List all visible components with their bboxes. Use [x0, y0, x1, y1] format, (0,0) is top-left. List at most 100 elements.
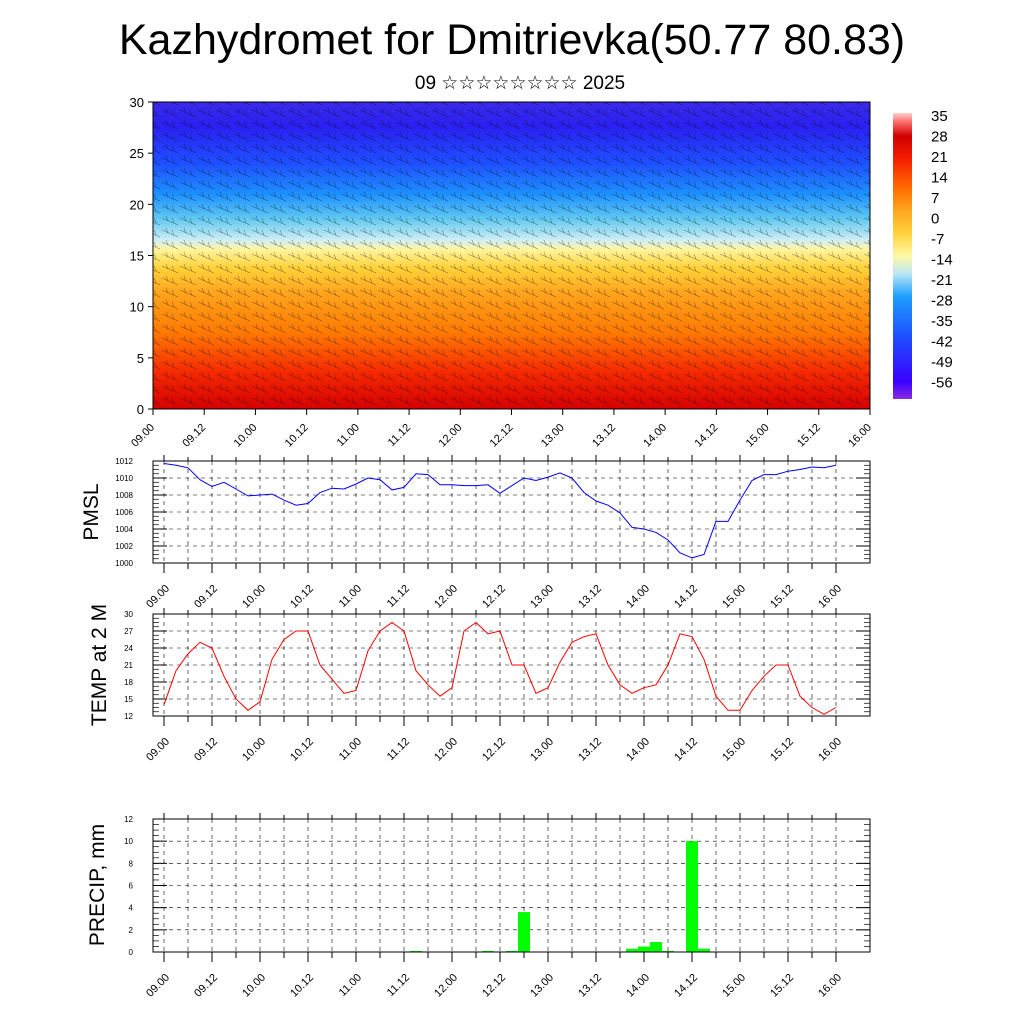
colorbar-label: 7: [931, 190, 939, 207]
y-tick-label: 15: [130, 249, 144, 264]
cross-section-y-axis: 0 5 10 15 20 25 30: [130, 95, 153, 417]
y-tick-label: 5: [137, 351, 144, 366]
precip-bar: [662, 950, 674, 952]
y-tick-label: 4: [129, 904, 134, 913]
precip-y-axis-label: PRECIP, mm: [86, 824, 109, 946]
x-tick-label: 12.00: [436, 422, 464, 450]
x-tick-label: 11.00: [335, 422, 362, 449]
x-tick-label: 12.00: [432, 972, 460, 1000]
x-tick-label: 11.00: [337, 583, 364, 610]
x-tick-label: 16.00: [846, 422, 874, 450]
x-tick-label: 14.00: [624, 736, 652, 764]
x-tick-label: 10.00: [240, 736, 268, 764]
x-tick-label: 11.12: [385, 583, 412, 610]
colorbar-ramp: [893, 113, 912, 399]
y-tick-label: 30: [130, 95, 144, 110]
colorbar-label: -21: [931, 272, 953, 289]
chart-title: Kazhydromet for Dmitrievka(50.77 80.83): [118, 16, 906, 64]
x-tick-label: 15.12: [768, 583, 796, 611]
colorbar-label: 35: [931, 108, 948, 125]
x-tick-label: 10.12: [283, 422, 311, 450]
temp-y-axis-label: TEMP at 2 M: [88, 604, 111, 726]
x-tick-label: 10.00: [232, 422, 260, 450]
colorbar-label: 0: [931, 211, 939, 228]
colorbar: 35 28 21 14 7 0 -7 -14 -21 -28 -35 -42 -49 -56: [893, 108, 953, 399]
x-tick-label: 12.00: [432, 736, 460, 764]
x-tick-label: 15.12: [768, 972, 796, 1000]
x-tick-label: 14.12: [693, 422, 721, 450]
y-tick-label: 2: [129, 926, 134, 935]
x-tick-label: 10.12: [288, 736, 316, 764]
x-tick-label: 10.12: [288, 972, 316, 1000]
x-tick-label: 11.12: [385, 972, 412, 999]
x-tick-label: 14.00: [641, 422, 669, 450]
y-tick-label: 10: [130, 300, 144, 315]
wind-barbs: [153, 102, 870, 409]
x-tick-label: 13.00: [539, 422, 567, 450]
x-tick-label: 09.12: [180, 422, 208, 450]
colorbar-label: -28: [931, 293, 953, 310]
pmsl-panel: 1000 1002 1004 1006 1008 1010 1012 09.00 09.12 10…: [80, 455, 871, 611]
precip-bar: [518, 912, 530, 952]
x-tick-label: 14.12: [672, 583, 700, 611]
x-tick-label: 13.12: [576, 736, 604, 764]
x-tick-label: 13.00: [528, 583, 556, 611]
y-tick-label: 1000: [115, 559, 133, 568]
y-tick-label: 27: [124, 627, 133, 636]
x-tick-label: 12.12: [480, 583, 508, 611]
y-tick-label: 15: [124, 695, 133, 704]
precip-bar: [698, 948, 710, 952]
x-tick-label: 15.00: [744, 422, 772, 450]
x-tick-label: 09.12: [192, 583, 220, 611]
x-tick-label: 10.12: [288, 583, 316, 611]
pmsl-grid: [153, 461, 870, 563]
pmsl-y-axis-label: PMSL: [80, 483, 103, 540]
x-tick-label: 15.00: [720, 583, 748, 611]
cross-section-x-axis: 09.00 09.12 10.00 10.12 11.00 11.12 12.00 12.12…: [129, 409, 874, 450]
colorbar-label: -49: [931, 354, 953, 371]
x-tick-label: 13.12: [576, 583, 604, 611]
x-tick-label: 09.00: [129, 422, 157, 450]
x-tick-label: 14.12: [672, 736, 700, 764]
colorbar-label: 28: [931, 129, 948, 146]
y-tick-label: 0: [129, 948, 134, 957]
y-tick-label: 6: [129, 882, 134, 891]
x-tick-label: 13.00: [528, 972, 556, 1000]
x-tick-label: 09.12: [192, 736, 220, 764]
y-tick-label: 1012: [115, 457, 133, 466]
x-tick-label: 09.00: [144, 736, 172, 764]
x-tick-label: 11.00: [337, 972, 364, 999]
y-tick-label: 25: [130, 146, 144, 161]
y-tick-label: 1010: [115, 474, 133, 483]
x-tick-label: 12.00: [432, 583, 460, 611]
y-tick-label: 1008: [115, 491, 133, 500]
colorbar-label: 21: [931, 149, 948, 166]
colorbar-label: -14: [931, 252, 953, 269]
x-tick-label: 15.12: [768, 736, 796, 764]
precip-panel: 0 2 4 6 8 10 12 09.00 09.12 10.00 10.12 11.00 11.12 1…: [86, 813, 871, 1000]
y-tick-label: 20: [130, 197, 144, 212]
x-tick-label: 09.00: [144, 972, 172, 1000]
x-tick-label: 13.00: [528, 736, 556, 764]
colorbar-labels: 35 28 21 14 7 0 -7 -14 -21 -28 -35 -42 -49 -56: [931, 108, 953, 392]
y-tick-label: 1006: [115, 508, 133, 517]
x-tick-label: 16.00: [816, 736, 844, 764]
precip-bar: [506, 950, 518, 952]
pmsl-series-line: [163, 463, 837, 559]
colorbar-label: -35: [931, 313, 953, 330]
y-tick-label: 1004: [115, 525, 133, 534]
precip-bar: [482, 950, 494, 952]
chart-subtitle: 09 ☆☆☆☆☆☆☆☆ 2025: [414, 73, 626, 94]
x-tick-label: 14.00: [624, 972, 652, 1000]
temp-panel: 12 15 18 21 24 27 30 09.00 09.12 10.00 10.12 11.00 1…: [88, 604, 871, 764]
y-tick-label: 10: [124, 837, 133, 846]
y-tick-label: 0: [137, 402, 144, 417]
x-tick-label: 15.00: [720, 972, 748, 1000]
x-tick-label: 11.12: [385, 736, 412, 763]
precip-bar: [686, 841, 698, 952]
x-tick-label: 13.12: [576, 972, 604, 1000]
colorbar-label: 14: [931, 170, 948, 187]
y-tick-label: 12: [124, 712, 133, 721]
precip-bar: [650, 942, 662, 952]
